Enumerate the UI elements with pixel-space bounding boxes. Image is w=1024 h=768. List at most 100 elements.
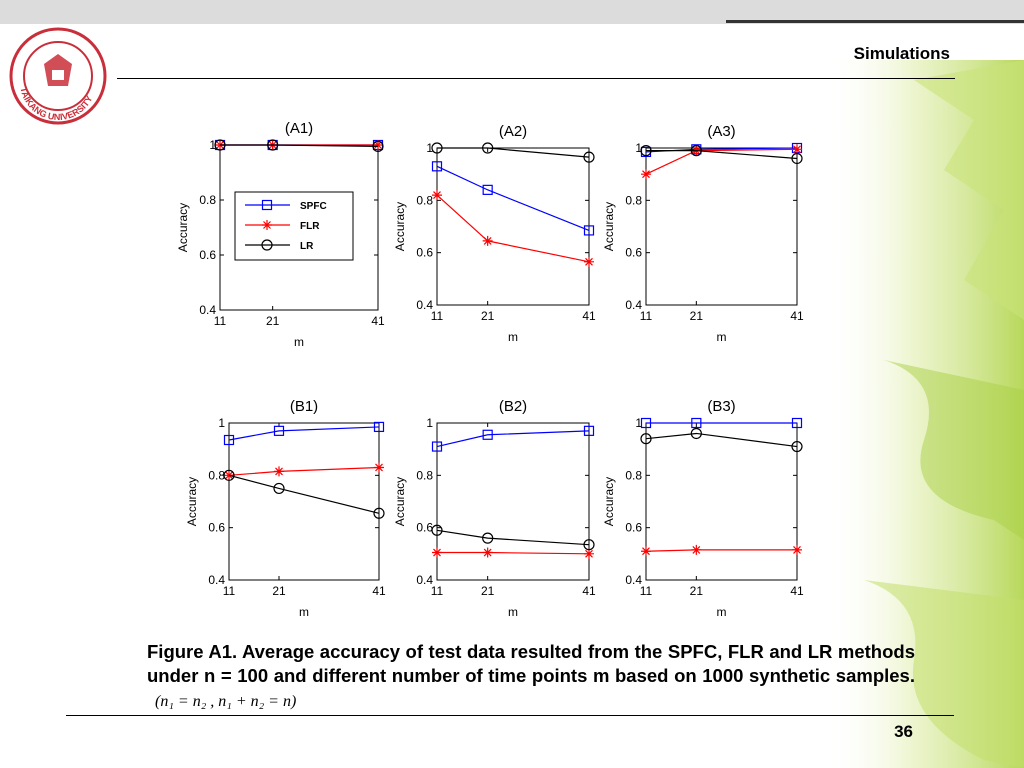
marker-star <box>482 235 493 246</box>
marker-star <box>374 462 384 473</box>
marker-circle <box>640 145 652 157</box>
plot-frame <box>645 422 798 581</box>
data-point-flr <box>374 462 384 473</box>
marker-star <box>792 144 802 155</box>
marker-star <box>432 190 442 201</box>
series-line-lr <box>645 432 798 448</box>
y-axis-label: Accuracy <box>393 202 407 251</box>
x-tick-label: 41 <box>371 314 385 328</box>
y-tick-label: 0.4 <box>416 298 433 312</box>
y-tick-label: 0.6 <box>416 521 433 535</box>
y-tick-label: 0.6 <box>199 248 216 262</box>
page-number: 36 <box>894 722 913 741</box>
chart-title: (A3) <box>707 123 735 140</box>
marker-star <box>584 548 594 559</box>
data-point-flr <box>691 544 702 555</box>
data-point-lr <box>690 145 702 157</box>
x-tick-label: 41 <box>372 584 386 598</box>
x-tick-label: 41 <box>790 309 804 323</box>
data-point-spfc <box>583 425 595 436</box>
series-line-spfc <box>436 430 590 448</box>
data-point-spfc <box>482 184 493 195</box>
x-axis-label: m <box>294 335 304 349</box>
plot-frame <box>645 147 798 306</box>
x-tick-label: 11 <box>223 584 236 598</box>
footer-rule <box>66 715 954 716</box>
data-point-lr <box>482 532 494 544</box>
marker-circle <box>690 145 702 157</box>
y-tick-label: 0.8 <box>416 193 433 207</box>
marker-circle <box>372 140 384 152</box>
y-axis-label: Accuracy <box>185 477 199 526</box>
y-tick-label: 0.8 <box>416 468 433 482</box>
data-point-flr <box>641 169 651 180</box>
x-tick-label: 21 <box>690 584 704 598</box>
y-tick-label: 1 <box>635 141 642 155</box>
data-point-flr <box>641 546 651 557</box>
data-point-lr <box>640 433 652 445</box>
marker-star <box>792 544 802 555</box>
series-line-lr <box>436 529 590 546</box>
y-tick-label: 0.6 <box>416 246 433 260</box>
x-tick-label: 21 <box>481 584 495 598</box>
chart-title: (B1) <box>290 398 318 415</box>
data-point-spfc <box>691 417 702 429</box>
y-axis-label: Accuracy <box>602 202 616 251</box>
y-tick-label: 0.6 <box>208 521 225 535</box>
chart-title: (B3) <box>707 398 735 415</box>
marker-star <box>262 220 272 230</box>
data-point-flr <box>432 190 442 201</box>
data-point-spfc <box>583 225 595 236</box>
plot-frame <box>228 422 380 581</box>
marker-circle <box>640 433 652 445</box>
data-point-lr <box>482 142 494 154</box>
y-axis-label: Accuracy <box>602 477 616 526</box>
marker-square <box>373 421 385 433</box>
y-tick-label: 0.4 <box>625 298 642 312</box>
marker-star <box>224 470 234 481</box>
legend-label: FLR <box>300 221 320 232</box>
marker-star <box>641 546 651 557</box>
data-point-spfc <box>640 417 652 429</box>
y-tick-label: 0.4 <box>625 573 642 587</box>
series-line-lr <box>228 474 380 514</box>
legend-marker-spfc <box>261 199 273 211</box>
marker-circle <box>223 469 235 481</box>
data-point-lr <box>583 539 595 551</box>
legend-box <box>234 191 354 261</box>
marker-circle <box>267 139 279 151</box>
data-point-lr <box>791 152 803 165</box>
y-tick-label: 1 <box>426 416 433 430</box>
marker-circle <box>690 427 702 440</box>
y-tick-label: 0.8 <box>208 468 225 482</box>
marker-square <box>691 417 702 429</box>
plot-frame <box>436 147 590 306</box>
y-tick-label: 0.4 <box>416 573 433 587</box>
x-axis-label: m <box>717 330 727 344</box>
data-point-spfc <box>431 441 443 452</box>
data-point-spfc <box>482 429 493 440</box>
x-tick-label: 21 <box>690 309 704 323</box>
marker-circle <box>482 142 494 154</box>
x-tick-label: 21 <box>266 314 280 328</box>
data-point-flr <box>792 544 802 555</box>
x-tick-label: 11 <box>431 584 444 598</box>
y-tick-label: 0.8 <box>625 193 642 207</box>
data-point-flr <box>482 235 493 246</box>
series-line-lr <box>437 147 590 158</box>
chart-title: (A2) <box>499 123 527 140</box>
data-point-flr <box>373 140 383 150</box>
y-axis-label: Accuracy <box>176 203 190 252</box>
marker-circle <box>431 142 443 154</box>
data-point-lr <box>372 140 384 152</box>
data-point-lr <box>640 145 652 157</box>
marker-square <box>791 417 803 429</box>
data-point-spfc <box>273 425 285 436</box>
y-tick-label: 0.4 <box>199 303 216 317</box>
y-tick-label: 1 <box>209 138 216 152</box>
marker-square <box>261 199 273 211</box>
marker-circle <box>261 239 273 251</box>
y-tick-label: 0.4 <box>208 573 225 587</box>
marker-star <box>482 547 493 558</box>
marker-circle <box>214 139 226 151</box>
